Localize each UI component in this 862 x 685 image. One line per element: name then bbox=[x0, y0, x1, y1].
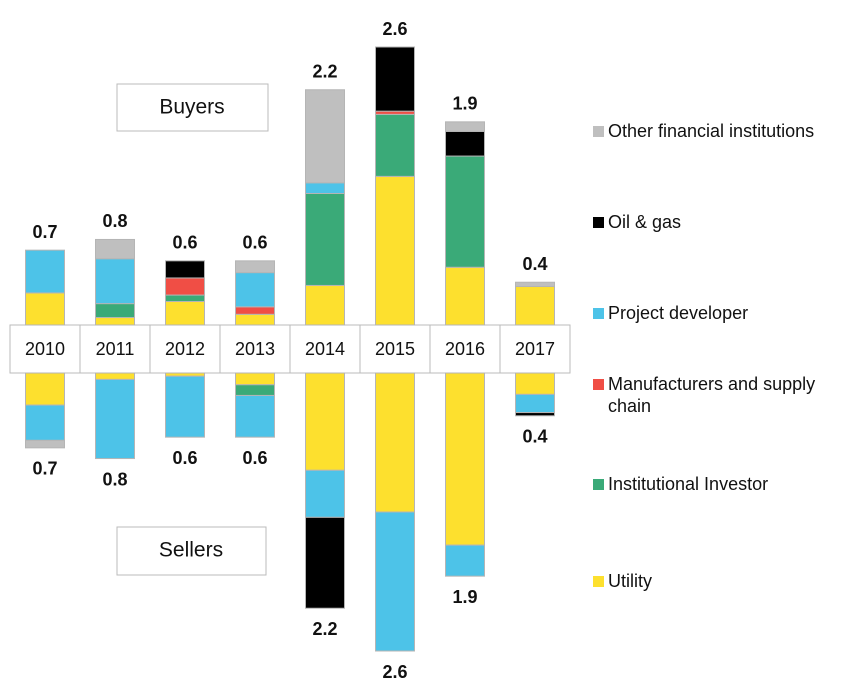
seller-segment bbox=[235, 394, 275, 438]
x-tick-label: 2015 bbox=[375, 339, 415, 359]
buyer-segment bbox=[235, 313, 275, 326]
legend-entry: Manufacturers and supply chain bbox=[593, 373, 858, 417]
seller-segment bbox=[515, 372, 555, 395]
buyer-segment bbox=[25, 292, 65, 326]
legend-swatch bbox=[593, 217, 604, 228]
x-tick-label: 2016 bbox=[445, 339, 485, 359]
seller-total-label: 2.2 bbox=[312, 619, 337, 639]
buyer-total-label: 1.9 bbox=[452, 94, 477, 114]
buyer-segment bbox=[95, 303, 135, 319]
buyer-segment bbox=[95, 258, 135, 305]
buyer-segment bbox=[95, 317, 135, 326]
buyer-total-label: 0.6 bbox=[242, 233, 267, 253]
legend-label: Utility bbox=[608, 571, 652, 591]
buyer-total-label: 0.8 bbox=[102, 211, 127, 231]
buyer-segment bbox=[445, 155, 485, 268]
x-tick-label: 2014 bbox=[305, 339, 345, 359]
seller-segment bbox=[375, 372, 415, 513]
sellers-box bbox=[116, 526, 267, 576]
buyer-segment bbox=[375, 113, 415, 177]
legend-swatch bbox=[593, 126, 604, 137]
seller-total-label: 0.6 bbox=[172, 448, 197, 468]
buyers-label: Buyers bbox=[159, 96, 224, 119]
seller-segment bbox=[305, 469, 345, 518]
legend-entry: Institutional Investor bbox=[593, 473, 858, 495]
legend-swatch bbox=[593, 576, 604, 587]
buyer-segment bbox=[165, 277, 205, 296]
buyer-segment bbox=[235, 306, 275, 315]
seller-segment bbox=[375, 511, 415, 652]
x-tick-label: 2011 bbox=[96, 339, 135, 359]
seller-total-label: 0.6 bbox=[242, 448, 267, 468]
legend-entry: Other financial institutions bbox=[593, 120, 858, 142]
seller-total-label: 0.4 bbox=[522, 427, 547, 447]
buyer-segment bbox=[165, 300, 205, 326]
buyer-segment bbox=[305, 284, 345, 326]
seller-segment bbox=[25, 372, 65, 406]
legend-label: Institutional Investor bbox=[608, 474, 769, 494]
seller-segment bbox=[305, 516, 345, 609]
legend-entry: Utility bbox=[593, 570, 858, 592]
legend-label: Oil & gas bbox=[608, 212, 682, 232]
seller-segment bbox=[95, 378, 135, 460]
legend-swatch bbox=[593, 479, 604, 490]
seller-segment bbox=[95, 372, 135, 380]
buyers-box bbox=[116, 83, 269, 132]
seller-segment bbox=[235, 372, 275, 386]
legend-entry: Oil & gas bbox=[593, 211, 858, 233]
seller-segment bbox=[235, 384, 275, 396]
seller-total-label: 1.9 bbox=[452, 587, 477, 607]
buyer-segment bbox=[305, 192, 345, 286]
x-tick-label: 2010 bbox=[25, 339, 65, 359]
legend-swatch bbox=[593, 308, 604, 319]
seller-segment bbox=[25, 404, 65, 441]
seller-segment bbox=[25, 439, 65, 449]
buyer-total-label: 0.4 bbox=[522, 254, 547, 274]
seller-segment bbox=[165, 375, 205, 438]
x-tick-label: 2012 bbox=[165, 339, 205, 359]
buyer-segment bbox=[375, 46, 415, 112]
buyer-segment bbox=[25, 249, 65, 294]
buyer-total-label: 2.6 bbox=[382, 19, 407, 39]
legend-swatch bbox=[593, 379, 604, 390]
buyer-segment bbox=[445, 266, 485, 326]
seller-segment bbox=[515, 393, 555, 414]
buyer-segment bbox=[515, 286, 555, 326]
seller-total-label: 0.8 bbox=[102, 469, 127, 489]
seller-segment bbox=[445, 372, 485, 546]
buyer-segment bbox=[375, 175, 415, 326]
legend-entry: Project developer bbox=[593, 302, 858, 324]
legend-label: Project developer bbox=[608, 303, 749, 323]
legend-label: Manufacturers and supply chain bbox=[608, 374, 816, 416]
buyer-segment bbox=[235, 272, 275, 308]
buyer-segment bbox=[305, 89, 345, 184]
buyer-segment bbox=[515, 281, 555, 288]
seller-segment bbox=[305, 372, 345, 471]
legend-label: Other financial institutions bbox=[608, 121, 815, 141]
buyer-segment bbox=[235, 260, 275, 274]
buyer-total-label: 0.6 bbox=[172, 233, 197, 253]
seller-segment bbox=[445, 544, 485, 577]
x-tick-label: 2017 bbox=[515, 339, 555, 359]
sellers-label: Sellers bbox=[159, 539, 223, 562]
buyer-segment bbox=[95, 238, 135, 260]
buyer-segment bbox=[445, 130, 485, 157]
buyer-segment bbox=[165, 260, 205, 279]
seller-segment bbox=[515, 412, 555, 417]
buyer-total-label: 2.2 bbox=[312, 62, 337, 82]
x-tick-label: 2013 bbox=[235, 339, 275, 359]
buyer-segment bbox=[445, 121, 485, 132]
buyer-total-label: 0.7 bbox=[32, 222, 57, 242]
buyer-segment bbox=[305, 182, 345, 194]
seller-total-label: 2.6 bbox=[382, 662, 407, 682]
buyer-segment bbox=[165, 294, 205, 302]
seller-total-label: 0.7 bbox=[32, 459, 57, 479]
